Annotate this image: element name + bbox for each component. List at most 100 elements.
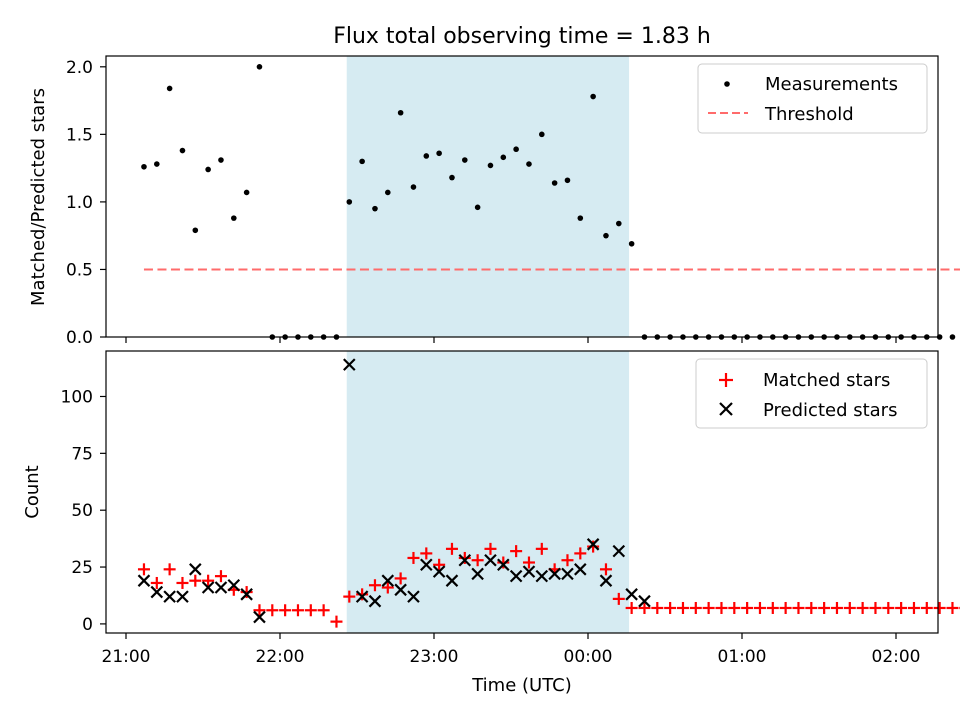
predicted-star-point (625, 588, 638, 601)
matched-star-point (651, 601, 664, 614)
y-tick-label: 0.5 (66, 260, 93, 280)
matched-star-point (279, 604, 292, 617)
matched-star-point (240, 586, 253, 599)
measurement-point (359, 158, 365, 165)
matched-star-point (368, 579, 381, 592)
measurement-point (436, 150, 442, 157)
measurement-point (192, 227, 199, 234)
matched-star-point (202, 574, 215, 587)
top-x-ticks (125, 337, 897, 343)
matched-star-point (779, 601, 792, 614)
measurement-point (166, 85, 173, 92)
measurement-point (539, 131, 545, 138)
predicted-star-point (201, 581, 215, 594)
matched-star-point (792, 601, 805, 614)
predicted-star-point (150, 585, 164, 599)
x-tick-label: 01:00 (718, 647, 767, 667)
matched-star-point (895, 601, 908, 614)
matched-star-point (843, 601, 856, 614)
predicted-star-point (253, 610, 266, 624)
y-tick-label: 75 (71, 444, 93, 464)
measurement-point (474, 204, 481, 211)
top-y-ticks: 0.0 0.5 1.0 1.5 2.0 (66, 58, 106, 348)
predicted-star-point (368, 594, 382, 608)
matched-star-point (907, 601, 920, 614)
measurement-point (462, 157, 468, 163)
matched-star-point (253, 604, 266, 617)
matched-star-point (753, 601, 766, 614)
predicted-star-point (535, 569, 549, 583)
top-panel: 0.00.51.01.52.0 Matched/Predicted stars … (28, 55, 960, 348)
predicted-star-point (227, 578, 241, 592)
matched-star-point (458, 551, 471, 564)
x-tick-label: 02:00 (872, 647, 921, 667)
matched-star-point (394, 572, 407, 585)
measurement-point (577, 215, 584, 221)
measurement-point (385, 189, 391, 196)
matched-star-point (304, 604, 317, 617)
y-tick-label: 100 (61, 387, 93, 407)
measurement-point (423, 153, 430, 159)
x-axis-label: Time (UTC) (471, 675, 572, 696)
matched-star-point (715, 601, 728, 614)
measurement-point (949, 334, 956, 340)
top-shaded-interval (346, 56, 630, 337)
predicted-star-point (484, 553, 497, 567)
measurement-point (243, 189, 250, 196)
chart-title: Flux total observing time = 1.83 h (333, 24, 711, 49)
predicted-star-point (407, 590, 420, 603)
measurement-point (372, 205, 378, 212)
legend-measurements-label: Measurements (765, 74, 898, 95)
x-tick-label: 21:00 (102, 647, 151, 667)
measurement-point (218, 157, 224, 163)
matched-star-point (766, 601, 779, 614)
predicted-star-point (240, 588, 253, 601)
predicted-star-point (163, 590, 176, 603)
matched-star-point (599, 563, 612, 576)
bottom-legend: Matched stars Predicted stars (695, 358, 928, 429)
matched-star-point (574, 547, 587, 560)
matched-star-point (214, 570, 227, 583)
matched-star-point (869, 601, 882, 614)
top-legend-box (697, 63, 928, 134)
matched-star-point (445, 542, 458, 555)
predicted-star-point (432, 565, 446, 578)
predicted-star-point (509, 569, 523, 583)
measurement-point (603, 232, 609, 239)
measurement-point (256, 64, 263, 70)
matched-star-point (433, 558, 446, 571)
predicted-star-point (548, 567, 561, 581)
matched-star-point (689, 601, 702, 614)
matched-star-point (343, 590, 356, 603)
matched-star-point (535, 542, 548, 555)
y-tick-label: 1.5 (66, 125, 93, 145)
predicted-star-point (561, 567, 574, 581)
top-plot-frame (105, 55, 939, 338)
matched-star-point (291, 604, 304, 617)
matched-star-point (946, 601, 959, 614)
matched-star-point (818, 601, 831, 614)
matched-star-point (163, 563, 176, 576)
matched-star-point (137, 563, 150, 576)
matched-star-point (664, 601, 677, 614)
matched-star-point (522, 556, 535, 569)
legend-matched-label: Matched stars (763, 370, 890, 391)
bottom-x-ticks: 21:00 22:00 23:00 00:00 01:00 02:00 (102, 633, 921, 667)
bottom-legend-box (695, 358, 928, 429)
y-tick-label: 0 (82, 615, 93, 635)
matched-star-point (805, 601, 818, 614)
top-legend: Measurements Threshold (697, 63, 928, 134)
matched-star-point (856, 601, 869, 614)
y-tick-label: 0.0 (66, 328, 93, 348)
predicted-star-point (522, 565, 536, 578)
matched-star-point (510, 545, 523, 558)
matched-star-point (676, 601, 689, 614)
matched-star-point (356, 588, 369, 601)
matched-star-point (882, 601, 895, 614)
legend-predicted-label: Predicted stars (763, 400, 897, 421)
predicted-star-point (189, 563, 202, 576)
predicted-star-point (574, 563, 587, 576)
bottom-y-ticks: 0 25 50 75 100 (61, 387, 106, 635)
bottom-plot-frame (105, 350, 939, 634)
top-y-axis-label: Matched/Predicted stars (28, 88, 49, 306)
